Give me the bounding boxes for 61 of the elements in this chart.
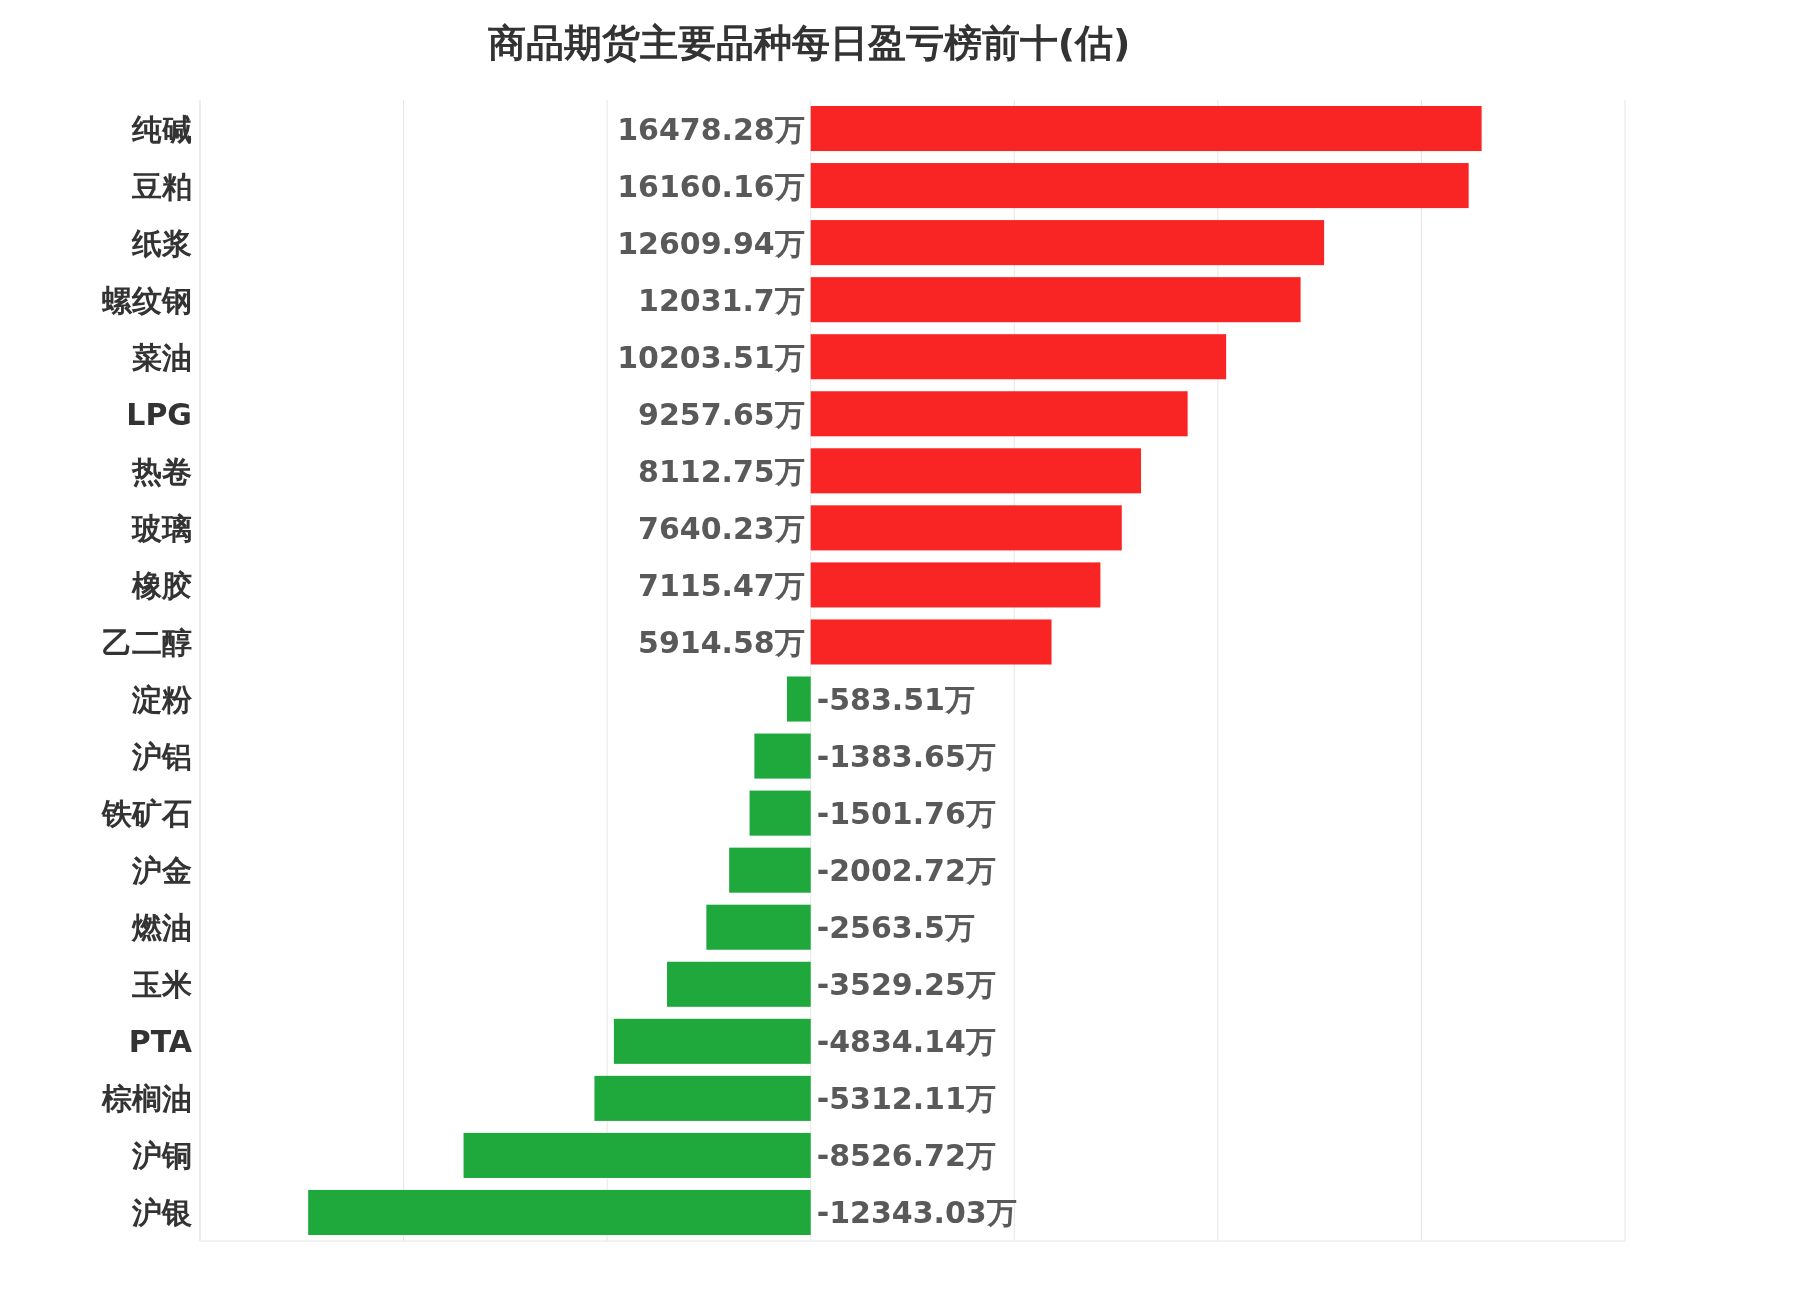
bar [729,847,811,893]
data-label: 5914.58万 [638,624,805,660]
y-tick-label: 棕榈油 [101,1081,192,1117]
y-tick-label: 燃油 [131,910,192,946]
y-tick-label: 玻璃 [131,510,192,546]
bar [810,277,1301,323]
data-label: 12609.94万 [617,225,805,261]
y-tick-label: 玉米 [131,967,192,1003]
y-tick-label: 沪铝 [131,739,192,775]
bar [754,733,811,779]
data-label: -2563.5万 [816,910,975,946]
bar [463,1132,811,1178]
bar [667,961,811,1007]
data-label: -8526.72万 [816,1138,996,1174]
y-tick-label: 菜油 [131,339,192,375]
y-tick-label: 纸浆 [131,225,192,261]
data-label: -12343.03万 [816,1195,1017,1231]
y-tick-label: 豆粕 [131,168,192,204]
y-tick-label: 淀粉 [131,682,193,718]
y-tick-label: PTA [128,1024,193,1060]
data-label: 9257.65万 [638,396,805,432]
bar [810,334,1227,380]
data-label: 8112.75万 [638,453,805,489]
y-tick-label: LPG [126,396,192,432]
chart-title: 商品期货主要品种每日盈亏榜前十(估) [487,21,1131,65]
data-label: -5312.11万 [816,1081,996,1117]
data-label: -2002.72万 [816,853,996,889]
bar [786,676,811,722]
y-tick-label: 沪铜 [131,1138,192,1174]
bar [613,1018,811,1064]
y-tick-label: 纯碱 [131,111,192,147]
bar [810,163,1469,209]
data-label: 16478.28万 [617,111,805,147]
bar [810,220,1325,266]
bar [810,105,1482,152]
data-label: 7115.47万 [638,567,805,603]
data-label: -583.51万 [816,682,975,718]
y-tick-label: 橡胶 [131,567,192,603]
bar [810,448,1142,494]
bar [308,1189,811,1236]
data-label: -3529.25万 [816,967,996,1003]
data-label: -1383.65万 [816,739,996,775]
y-tick-label: 螺纹钢 [101,282,192,318]
data-label: 16160.16万 [617,168,805,204]
bar [749,790,811,836]
y-tick-label: 沪银 [131,1195,192,1231]
data-label: 10203.51万 [617,339,805,375]
bar [810,505,1122,551]
data-label: 7640.23万 [638,510,805,546]
y-tick-label: 乙二醇 [102,624,192,660]
bar [594,1075,811,1121]
bar [810,562,1101,608]
data-label: -1501.76万 [816,796,996,832]
y-tick-label: 铁矿石 [101,796,192,832]
y-tick-label: 热卷 [131,453,192,489]
data-label: 12031.7万 [638,282,805,318]
data-label: -4834.14万 [816,1024,996,1060]
bar [810,391,1188,437]
bar [706,904,811,950]
y-tick-label: 沪金 [131,853,192,889]
bar [810,619,1052,665]
